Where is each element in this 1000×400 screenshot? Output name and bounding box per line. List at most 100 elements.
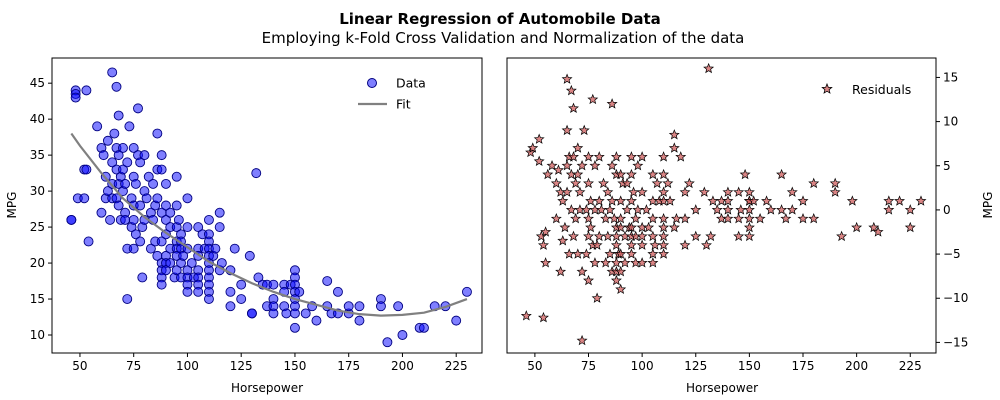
y-tick-label: 40 [30,112,45,126]
residual-point [683,177,695,189]
residual-point [735,204,747,215]
residual-point [690,230,702,242]
data-point [156,236,167,247]
residual-point [550,213,562,224]
residual-point [625,195,637,206]
residual-point [658,186,670,197]
residual-point [628,186,640,197]
residual-point [593,151,605,162]
residual-point [583,274,594,286]
residual-point [583,177,594,189]
residual-point [600,257,612,268]
data-point [156,150,167,161]
x-tick-label: 50 [72,359,87,373]
data-point [135,236,146,247]
residual-point [703,62,715,74]
residuals-plot-frame [506,57,937,354]
residual-point [668,221,680,233]
residual-point [570,213,582,224]
data-point [113,200,124,211]
y-tick-label: 10 [943,115,958,129]
residual-point [591,239,603,250]
residual-point [615,168,627,180]
residual-point [589,160,601,171]
residuals-ticks: 50 75 100 125 150 175 200 225 −15 −10 −5 0 5 10 15 [527,70,968,373]
x-tick-label: 125 [684,359,707,373]
data-point [186,258,197,269]
residual-point [658,221,670,233]
residual-point [591,292,603,303]
regression-plot-frame [51,57,483,354]
residual-point [733,186,745,197]
residual-point [733,213,745,224]
data-point [105,214,116,225]
residual-point [636,186,648,197]
data-point [171,171,182,182]
residual-point [668,142,680,153]
data-point [236,294,247,304]
data-point [113,110,124,121]
residual-point [615,248,627,259]
data-point [290,308,300,319]
residual-point [883,204,895,215]
residual-point [679,239,691,250]
data-point [141,193,152,204]
data-point [160,178,171,189]
data-point [229,243,240,254]
residual-point [632,204,644,215]
residual-point [707,195,719,206]
residuals-y-axis-label: MPG [981,192,995,219]
residual-point [606,98,618,109]
data-point [152,128,163,139]
y-tick-label: 45 [30,76,45,90]
data-point [462,286,472,297]
data-point [225,301,236,312]
data-point [117,164,128,175]
x-tick-label: 200 [845,359,868,373]
residual-point [786,204,798,215]
y-tick-label: 10 [30,328,45,342]
residual-point [625,168,637,180]
residual-point [670,213,682,224]
data-point [182,286,193,297]
x-tick-label: 150 [283,359,306,373]
residual-point [615,213,627,224]
residual-point [636,230,648,242]
residual-point [610,230,622,242]
regression-ticks: 50 75 100 125 150 175 200 225 10 15 20 25 30 35 40 45 [30,76,468,373]
residual-point [722,195,734,206]
residual-point [621,204,633,215]
data-point [130,178,141,189]
residual-point [553,164,564,175]
data-point [66,214,77,225]
residual-point [625,151,637,162]
legend-residuals-marker [821,82,833,94]
data-point [148,178,159,189]
data-point [419,322,429,333]
residual-point [585,221,597,233]
residual-point [615,283,627,295]
residual-point [561,73,573,84]
residual-point [748,195,760,206]
residual-point [632,160,644,171]
fit-line [70,132,468,317]
residual-point [647,248,659,259]
residual-point [610,257,622,268]
regression-plot: 50 75 100 125 150 175 200 225 10 15 20 25 30 35 40 45 H… [5,57,483,395]
data-point [98,150,109,161]
data-point [102,135,113,146]
residual-point [537,239,549,250]
x-tick-label: 150 [738,359,761,373]
x-tick-label: 50 [527,359,542,373]
data-point [203,294,214,304]
data-point [311,315,322,326]
residual-point [602,230,614,242]
legend-data-marker [367,78,377,88]
residual-point [598,177,609,189]
data-point [124,121,135,132]
data-point [70,92,81,103]
residual-point [589,257,601,268]
data-point [81,85,92,96]
residual-point [621,177,633,189]
data-point [376,301,386,312]
